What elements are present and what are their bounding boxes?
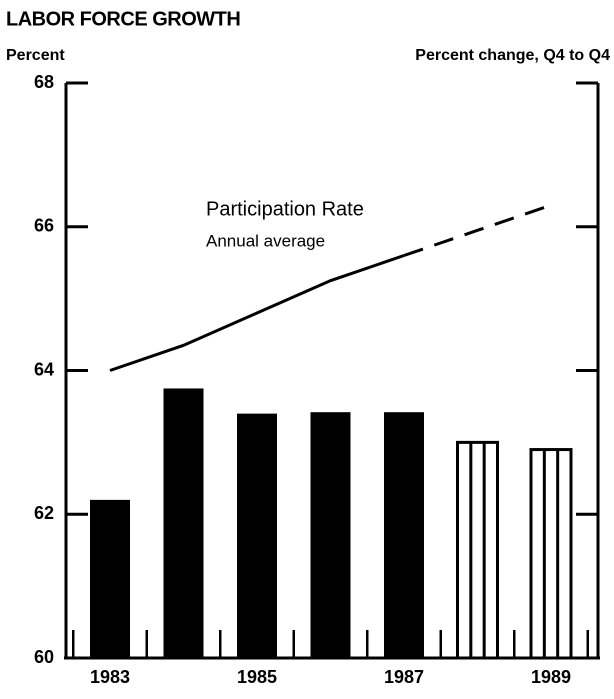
y-tick-label: 68 [34, 72, 54, 92]
chart-title: LABOR FORCE GROWTH [6, 8, 240, 30]
bar [163, 388, 204, 658]
line-sublabel: Annual average [206, 231, 325, 250]
bar [237, 413, 277, 658]
x-tick-label: 1985 [237, 667, 277, 687]
line-projected [403, 203, 552, 257]
y-axis-label: Percent [6, 47, 65, 64]
y-tick-label: 60 [34, 647, 54, 667]
bar [456, 440, 499, 660]
y-tick-label: 64 [34, 359, 54, 379]
y2-axis-label: Percent change, Q4 to Q4 [415, 47, 610, 64]
line-label: Participation Rate [206, 198, 364, 220]
x-tick-label: 1983 [90, 667, 130, 687]
bar [310, 412, 351, 658]
x-tick-label: 1989 [531, 667, 571, 687]
y-tick-label: 66 [34, 216, 54, 236]
bar [529, 448, 573, 660]
line [109, 254, 405, 372]
bar [384, 412, 424, 658]
y-tick-label: 62 [34, 503, 54, 523]
x-tick-label: 1987 [384, 667, 424, 687]
bar [90, 499, 130, 658]
